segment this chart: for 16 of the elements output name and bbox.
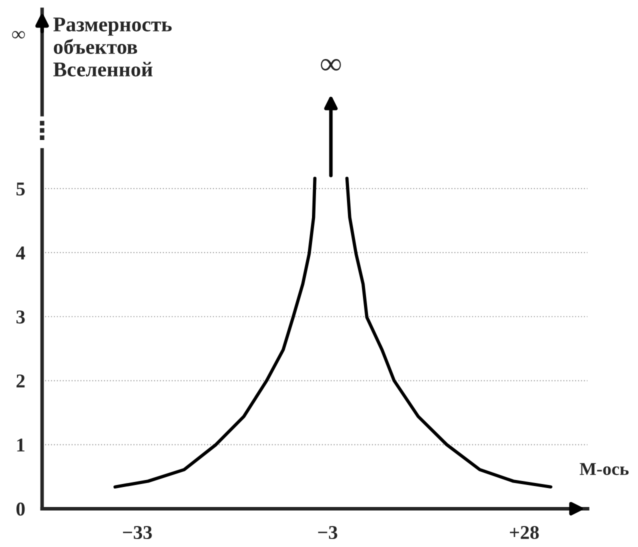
x-axis-title: М-ось xyxy=(580,463,629,476)
y-tick-label: 4 xyxy=(16,246,26,260)
y-tick-label: 2 xyxy=(16,374,25,388)
line-series xyxy=(113,176,316,489)
y-tick-label: 3 xyxy=(16,310,25,324)
x-tick-label: −33 xyxy=(123,526,152,540)
x-tick-label: +28 xyxy=(510,526,539,540)
annotation: ∞ xyxy=(320,58,341,71)
x-tick-label: −3 xyxy=(318,526,338,540)
y-tick-label: 1 xyxy=(17,438,24,452)
annotation: ⋮ xyxy=(40,120,44,140)
y-tick-label: 0 xyxy=(16,502,25,516)
y-tick-label: 5 xyxy=(16,182,25,196)
line-series xyxy=(345,176,552,489)
y-axis-title: Размерность объектов Вселенной xyxy=(53,18,172,76)
y-tick-label: ∞ xyxy=(12,31,25,38)
